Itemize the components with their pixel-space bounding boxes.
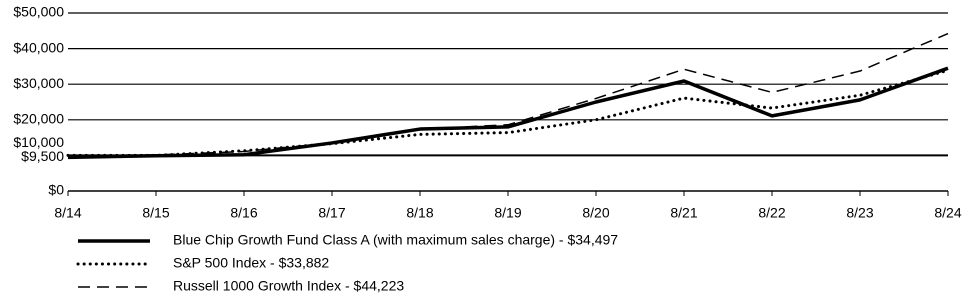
y-tick-label: $20,000: [13, 111, 64, 127]
x-tick-label: 8/23: [846, 205, 873, 221]
legend-label: S&P 500 Index - $33,882: [173, 255, 329, 271]
series-line: [67, 32, 949, 157]
legend-label: Blue Chip Growth Fund Class A (with maxi…: [173, 232, 618, 248]
y-tick-label: $40,000: [13, 39, 64, 55]
y-tick-label: $30,000: [13, 75, 64, 91]
y-tick-label: $9,500: [21, 148, 64, 164]
series-line: [67, 66, 949, 160]
x-tick-label: 8/21: [670, 205, 697, 221]
y-tick-label: $0: [48, 182, 64, 198]
x-tick-label: 8/18: [406, 205, 433, 221]
x-tick-label: 8/17: [318, 205, 345, 221]
x-tick-label: 8/22: [758, 205, 785, 221]
x-tick-label: 8/20: [582, 205, 609, 221]
x-tick-label: 8/24: [934, 205, 961, 221]
x-tick-label: 8/14: [54, 205, 81, 221]
legend-label: Russell 1000 Growth Index - $44,223: [173, 278, 404, 294]
series-line: [66, 68, 950, 157]
y-tick-label: $50,000: [13, 4, 64, 20]
x-tick-label: 8/16: [230, 205, 257, 221]
x-tick-label: 8/15: [142, 205, 169, 221]
x-tick-label: 8/19: [494, 205, 521, 221]
y-tick-label: $10,000: [13, 134, 64, 150]
